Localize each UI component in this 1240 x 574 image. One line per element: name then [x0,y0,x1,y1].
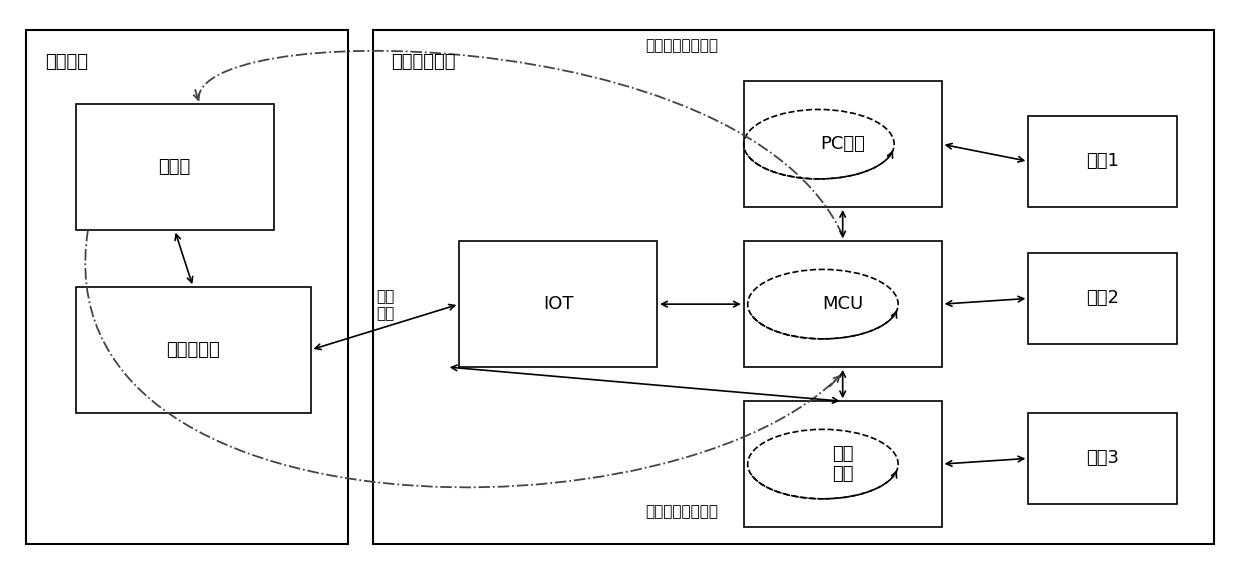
Text: 云控制端: 云控制端 [45,53,88,71]
Text: 上报故障修复结果: 上报故障修复结果 [645,38,718,53]
FancyBboxPatch shape [1028,413,1177,504]
Text: 外设1: 外设1 [1086,152,1118,170]
FancyBboxPatch shape [459,241,657,367]
FancyBboxPatch shape [1028,253,1177,344]
Text: MCU: MCU [822,295,863,313]
Text: 智能交互平板: 智能交互平板 [391,53,455,71]
FancyBboxPatch shape [744,401,941,527]
FancyBboxPatch shape [26,30,347,544]
FancyBboxPatch shape [76,287,311,413]
Text: 主控
芯片: 主控 芯片 [832,445,853,483]
FancyBboxPatch shape [372,30,1214,544]
Text: 外设3: 外设3 [1086,449,1118,467]
FancyBboxPatch shape [744,82,941,207]
Text: 网页端: 网页端 [159,158,191,176]
Text: IOT: IOT [543,295,573,313]
Text: 移动
网络: 移动 网络 [376,289,394,321]
FancyBboxPatch shape [76,104,274,230]
Text: 云端服务器: 云端服务器 [166,341,219,359]
Text: 外设2: 外设2 [1086,289,1118,308]
Text: PC模块: PC模块 [821,135,866,153]
Text: 下发故障修复指令: 下发故障修复指令 [645,504,718,519]
FancyBboxPatch shape [744,241,941,367]
FancyBboxPatch shape [1028,115,1177,207]
